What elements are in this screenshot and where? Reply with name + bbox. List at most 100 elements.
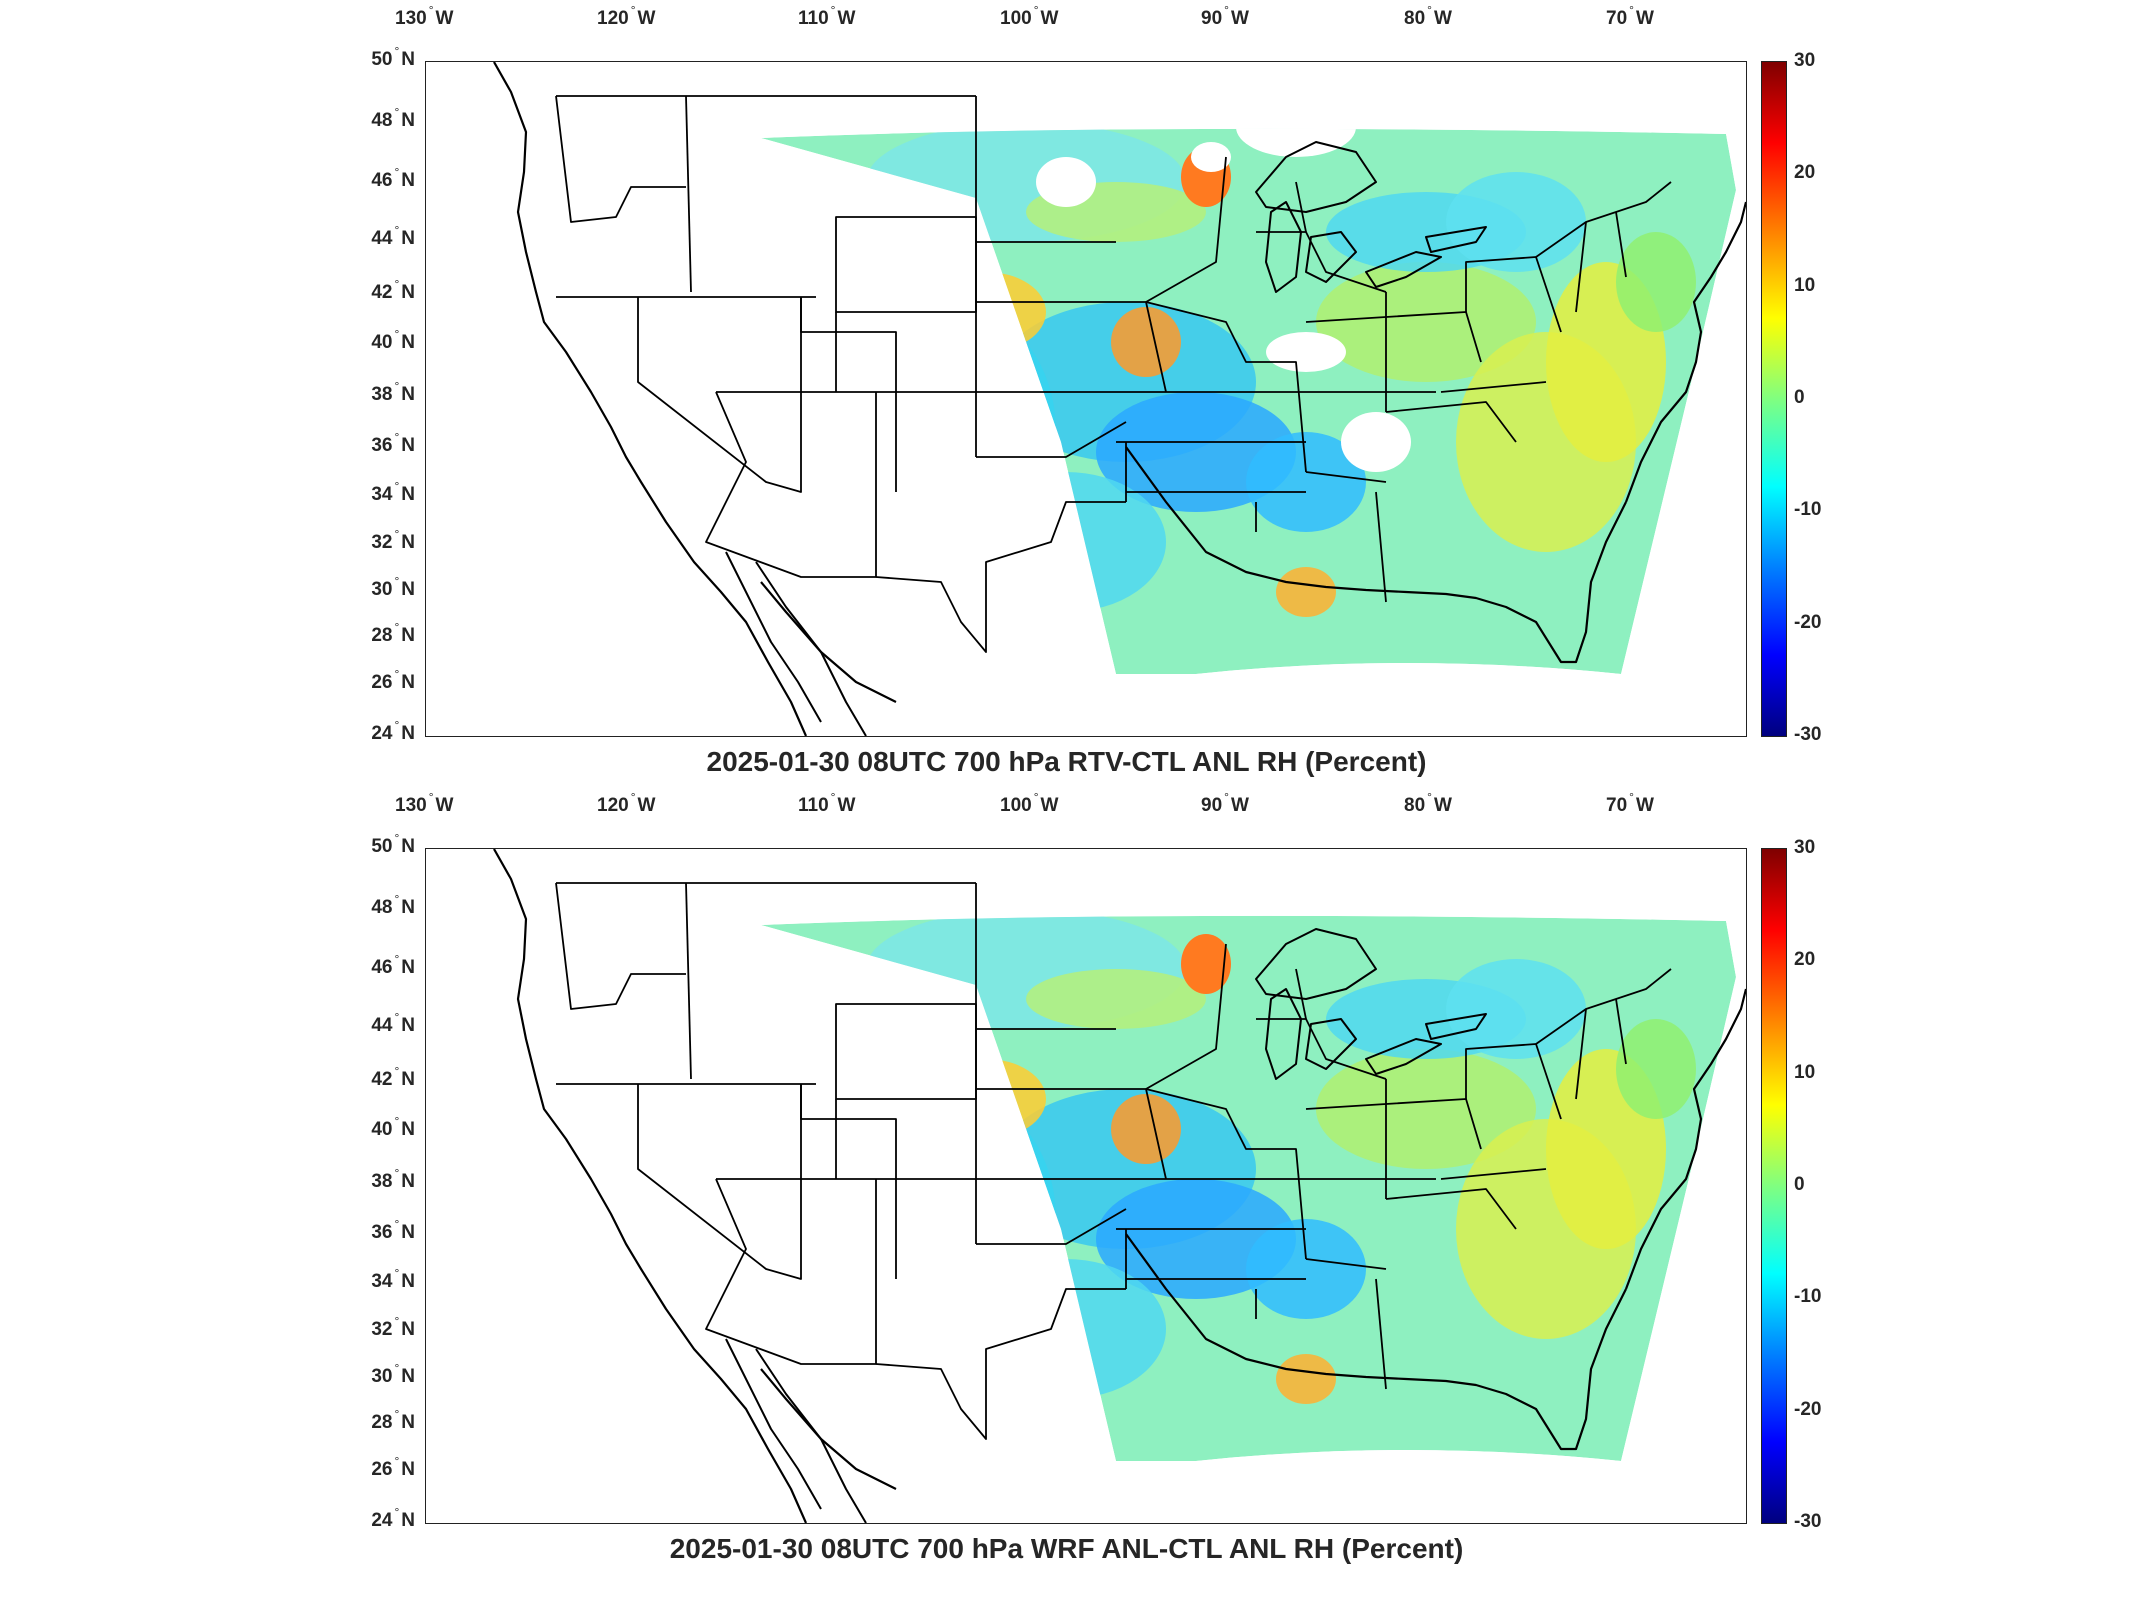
degree-symbol: ° — [394, 1216, 400, 1231]
lat-tick-label: 28 ° N — [335, 620, 415, 647]
state-boundary — [555, 882, 686, 1010]
state-boundary — [1440, 1168, 1547, 1180]
rh-anomaly-patch — [1316, 1049, 1536, 1169]
state-boundary — [1465, 256, 1537, 312]
lat-tick-label-value: 44 — [371, 1014, 393, 1036]
colorbar-tick-label: 0 — [1794, 387, 1805, 408]
lat-tick-label-suffix: N — [401, 1412, 415, 1434]
colorbar-tick-label: 10 — [1794, 274, 1816, 296]
rh-anomaly-patch — [1446, 172, 1586, 272]
colorbar-tick-label: -30 — [1794, 724, 1822, 745]
rh-anomaly-patch — [1446, 959, 1586, 1059]
lat-tick-label: 36 ° N — [335, 430, 415, 457]
lat-tick-label-value: 38 — [371, 1170, 393, 1192]
degree-symbol: ° — [394, 378, 400, 393]
lat-tick-label: 30 ° N — [335, 1361, 415, 1388]
lat-tick-label-value: 32 — [371, 1319, 393, 1341]
degree-symbol: ° — [394, 429, 400, 444]
lon-tick-label-suffix: W — [637, 8, 656, 29]
degree-symbol: ° — [394, 222, 400, 237]
degree-symbol: ° — [394, 718, 400, 732]
lat-tick-label-suffix: N — [401, 227, 415, 249]
lon-tick-label: 100 ° W — [1000, 3, 1059, 30]
rh-anomaly-patch — [1246, 1219, 1366, 1319]
lat-tick-label-suffix: N — [401, 483, 415, 505]
lat-tick-label-value: 28 — [371, 1412, 393, 1434]
lat-tick-label-suffix: N — [401, 49, 415, 70]
lat-tick-label-suffix: N — [401, 1068, 415, 1090]
state-boundary — [1256, 231, 1387, 293]
lat-tick-label-suffix: N — [401, 1319, 415, 1341]
degree-symbol: ° — [428, 790, 434, 804]
lat-tick-label-value: 46 — [371, 957, 393, 979]
lat-tick-label-value: 40 — [371, 332, 393, 354]
lat-tick-label: 30 ° N — [335, 574, 415, 601]
lat-tick-label-suffix: N — [401, 170, 415, 192]
lat-tick-label-suffix: N — [401, 1170, 415, 1192]
lon-tick-label-value: 100 — [1000, 8, 1032, 29]
lat-tick-label: 44 ° N — [335, 223, 415, 250]
lat-tick-label: 34 ° N — [335, 1266, 415, 1293]
lat-tick-label-value: 34 — [371, 1270, 393, 1292]
lat-tick-label-value: 26 — [371, 672, 393, 694]
degree-symbol: ° — [428, 3, 434, 17]
positive-anomaly-wisconsin — [1181, 934, 1231, 994]
state-boundary — [976, 421, 1127, 458]
lat-tick-label: 50 ° N — [335, 831, 415, 858]
map-frame-top — [425, 61, 1747, 737]
lon-tick-label: 90 ° W — [1201, 790, 1249, 817]
degree-symbol: ° — [394, 165, 400, 180]
lat-tick-label-suffix: N — [401, 1221, 415, 1243]
lon-tick-label: 80 ° W — [1404, 3, 1452, 30]
state-boundary — [1535, 1043, 1562, 1120]
lat-tick-label-value: 40 — [371, 1119, 393, 1141]
lon-tick-label: 80 ° W — [1404, 790, 1452, 817]
state-boundary — [1145, 156, 1227, 303]
lon-tick-label: 120 ° W — [597, 790, 655, 817]
degree-symbol: ° — [1427, 3, 1432, 17]
lat-tick-label-value: 42 — [371, 281, 393, 303]
colorbar-tick-label: 30 — [1794, 837, 1816, 858]
colorbar-tick-label: -10 — [1794, 1286, 1822, 1308]
lon-tick-label-value: 90 — [1201, 795, 1223, 816]
lat-tick-label-value: 36 — [371, 434, 393, 456]
lon-tick-label-suffix: W — [1040, 8, 1059, 29]
state-boundary — [685, 95, 692, 293]
lon-tick-label: 120 ° W — [597, 3, 656, 30]
east-coastline — [1624, 988, 1746, 1290]
lat-tick-label: 38 ° N — [335, 1166, 415, 1193]
lat-tick-label-suffix: N — [401, 672, 415, 694]
state-boundary — [1256, 1018, 1387, 1080]
state-boundary — [1145, 1088, 1307, 1260]
map-frame-bottom — [425, 848, 1747, 1524]
rh-anomaly-patch — [1026, 969, 1206, 1029]
rh-anomaly-patch — [1111, 1094, 1181, 1164]
degree-symbol: ° — [394, 478, 400, 493]
lat-tick-label: 40 ° N — [335, 327, 415, 354]
lat-tick-label: 48 ° N — [335, 892, 415, 919]
state-boundary — [1385, 1188, 1517, 1230]
degree-symbol: ° — [830, 790, 836, 804]
degree-symbol: ° — [394, 952, 400, 967]
baja-coastline — [725, 551, 867, 736]
state-boundary — [705, 391, 877, 578]
lat-tick-label: 42 ° N — [335, 1064, 415, 1091]
degree-symbol: ° — [394, 1454, 400, 1469]
great-lakes-outline — [1255, 141, 1487, 293]
lon-tick-label-suffix: W — [1230, 8, 1249, 29]
lat-tick-label-suffix: N — [401, 578, 415, 600]
lat-tick-label-suffix: N — [401, 1459, 415, 1481]
lat-tick-label-value: 50 — [371, 49, 393, 70]
lon-tick-label-value: 70 — [1606, 8, 1628, 29]
state-boundary — [835, 1003, 977, 1100]
lat-tick-label-value: 24 — [371, 723, 393, 744]
lat-tick-label-suffix: N — [401, 532, 415, 554]
state-boundary — [1465, 1043, 1537, 1099]
lon-tick-label: 70 ° W — [1606, 3, 1654, 30]
degree-symbol: ° — [394, 1063, 400, 1078]
lat-tick-label: 32 ° N — [335, 527, 415, 554]
lon-tick-label: 70 ° W — [1606, 790, 1654, 817]
lat-tick-label-suffix: N — [401, 625, 415, 647]
lon-tick-label-value: 120 — [597, 8, 629, 29]
lat-tick-label-suffix: N — [401, 1270, 415, 1292]
